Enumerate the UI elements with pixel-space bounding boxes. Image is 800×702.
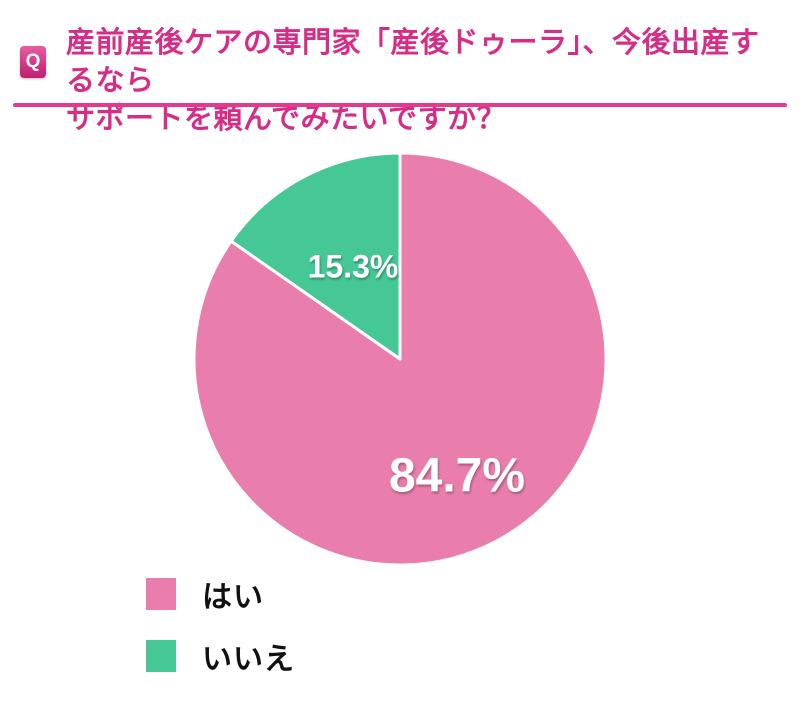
legend-item-yes: はい [146, 572, 295, 616]
header-divider [13, 103, 787, 107]
page-title: 産前産後ケアの専門家「産後ドゥーラ」、今後出産するなら サポートを頼んでみたいで… [66, 24, 786, 138]
legend-swatch-yes [146, 578, 176, 610]
question-title-line2: サポートを頼んでみたいですか？ [66, 103, 507, 135]
pie-slice-いいえ [229, 151, 402, 361]
legend-label-yes: はい [202, 581, 264, 614]
question-badge: Q [20, 46, 46, 78]
question-title-line1: 産前産後ケアの専門家「産後ドゥーラ」、今後出産するなら [66, 27, 760, 97]
legend: はい いいえ [146, 572, 295, 696]
legend-item-no: いいえ [146, 634, 295, 678]
pie-label-yes: 84.7% [388, 449, 526, 503]
pie-label-no: 15.3% [307, 248, 399, 285]
legend-label-no: いいえ [202, 643, 295, 676]
legend-swatch-no [146, 640, 176, 672]
